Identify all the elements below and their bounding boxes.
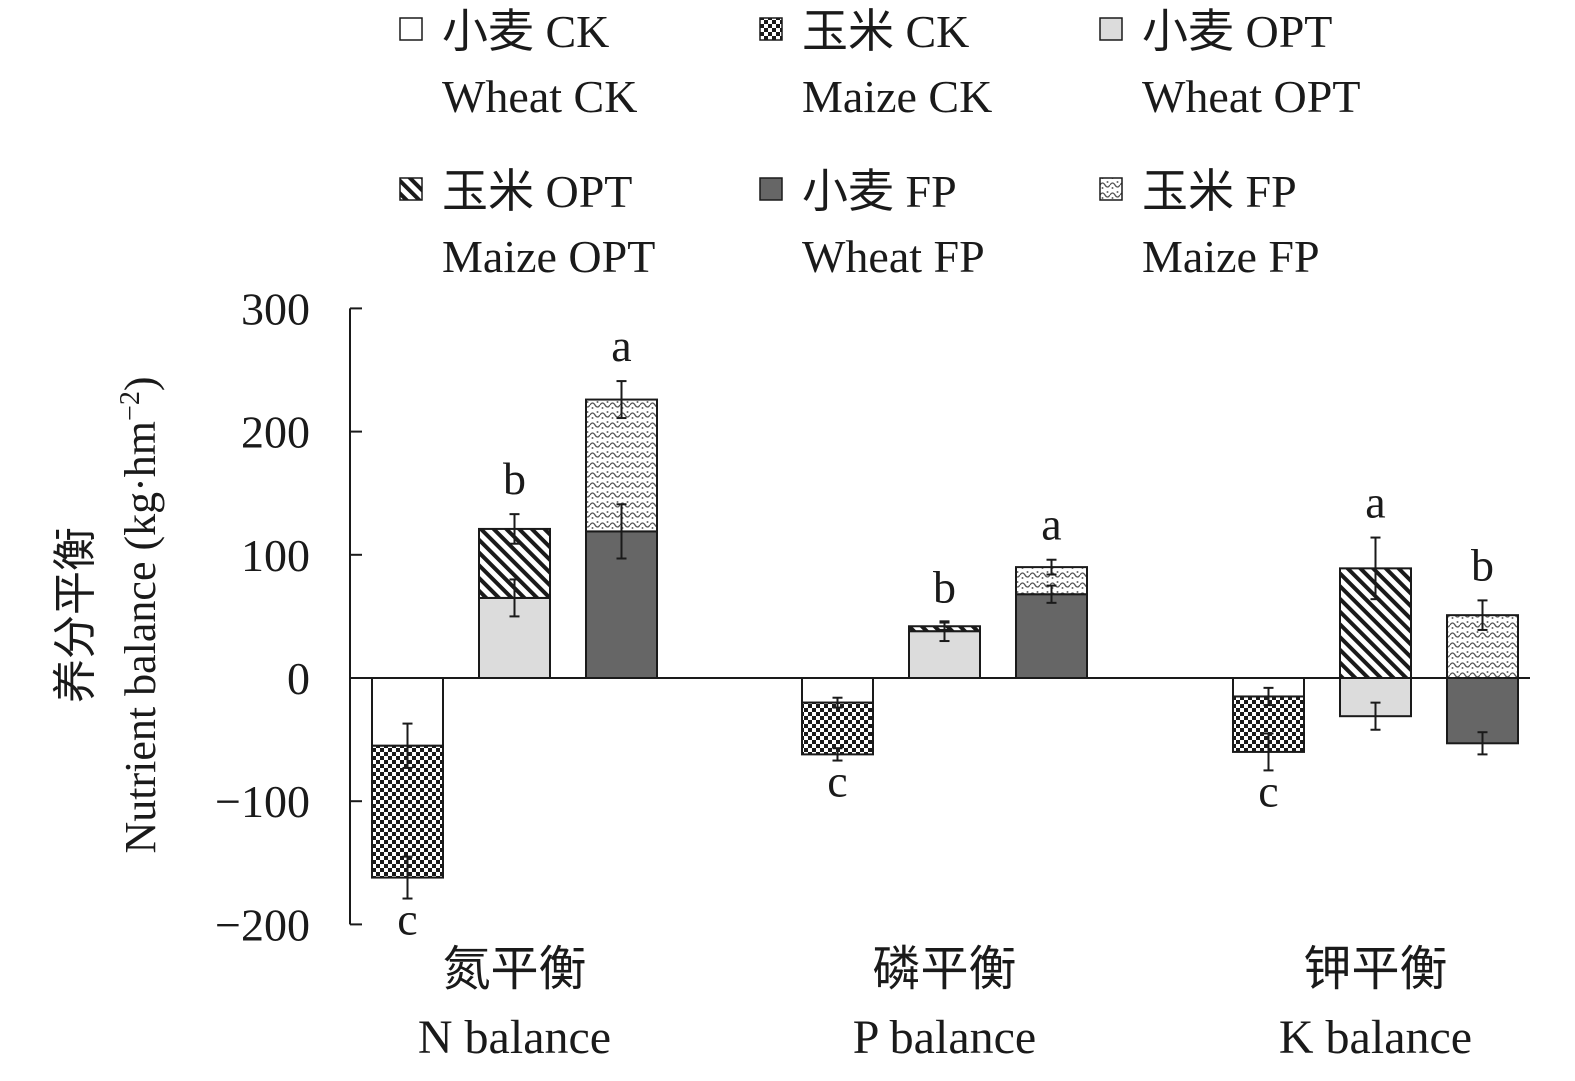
legend-swatch-wheat-opt xyxy=(1099,17,1123,41)
bar-wheat xyxy=(1446,677,1519,745)
significance-letter: b xyxy=(933,562,956,613)
group-label-en: P balance xyxy=(853,1011,1036,1064)
axes: 300 200 100 0 −100 −200 xyxy=(215,283,1530,950)
legend-label-en-wheat-fp: Wheat FP xyxy=(802,231,985,282)
legend-label-en-maize-fp: Maize FP xyxy=(1142,231,1320,282)
y-tick-label: 0 xyxy=(287,653,310,704)
legend-label-cn-maize-opt: 玉米 OPT xyxy=(442,166,632,217)
significance-letter: c xyxy=(397,894,417,945)
legend-label-cn-wheat-opt: 小麦 OPT xyxy=(1142,6,1332,57)
legend-swatch-maize-opt xyxy=(399,177,423,201)
y-axis-title-superscript: −2 xyxy=(115,391,146,421)
x-axis-labels: 氮平衡 N balance 磷平衡 P balance 钾平衡 K balance xyxy=(418,943,1472,1064)
significance-letter: c xyxy=(827,756,847,807)
y-axis-title-cn: 养分平衡 xyxy=(51,527,100,703)
legend-label-cn-wheat-ck: 小麦 CK xyxy=(442,6,609,57)
y-tick-label: −100 xyxy=(215,776,310,827)
bar-wheat xyxy=(1015,593,1088,679)
legend-swatch-maize-fp xyxy=(1099,177,1123,201)
significance-letter: a xyxy=(1041,499,1061,550)
group-label-en: K balance xyxy=(1279,1011,1472,1064)
bars: c b a c b a c a b xyxy=(371,320,1519,945)
y-axis-title-en: Nutrient balance (kg·hm−2) xyxy=(115,377,165,854)
significance-letter: b xyxy=(503,453,526,504)
legend-label-cn-maize-fp: 玉米 FP xyxy=(1142,166,1297,217)
group-label-cn: 钾平衡 xyxy=(1303,943,1447,996)
legend-label-en-wheat-opt: Wheat OPT xyxy=(1142,71,1360,122)
legend-swatch-wheat-ck xyxy=(399,17,423,41)
group-label-cn: 磷平衡 xyxy=(872,943,1016,996)
bar-wheat xyxy=(585,530,658,680)
y-axis-title-close: ) xyxy=(116,377,165,392)
y-tick-label: 100 xyxy=(241,530,310,581)
significance-letter: b xyxy=(1471,539,1494,590)
bar-maize xyxy=(801,701,874,756)
legend-label-cn-maize-ck: 玉米 CK xyxy=(802,6,969,57)
group-label-cn: 氮平衡 xyxy=(442,943,586,996)
group-label-en: N balance xyxy=(418,1011,611,1064)
legend-label-en-maize-opt: Maize OPT xyxy=(442,231,655,282)
legend-label-cn-wheat-fp: 小麦 FP xyxy=(802,166,957,217)
y-tick-label: 200 xyxy=(241,407,310,458)
significance-letter: a xyxy=(611,320,631,371)
legend-swatch-maize-ck xyxy=(759,17,783,41)
y-axis-title-main: Nutrient balance (kg·hm xyxy=(116,421,165,854)
legend-label-en-wheat-ck: Wheat CK xyxy=(442,71,637,122)
legend: 小麦 CK Wheat CK 玉米 CK Maize CK 小麦 OPT Wheat OP… xyxy=(399,6,1360,282)
significance-letter: a xyxy=(1365,477,1385,528)
legend-swatch-wheat-fp xyxy=(759,177,783,201)
legend-label-en-maize-ck: Maize CK xyxy=(802,71,992,122)
bar-wheat xyxy=(801,677,874,704)
y-tick-label: 300 xyxy=(241,283,310,334)
significance-letter: c xyxy=(1258,765,1278,816)
y-tick-label: −200 xyxy=(215,899,310,950)
